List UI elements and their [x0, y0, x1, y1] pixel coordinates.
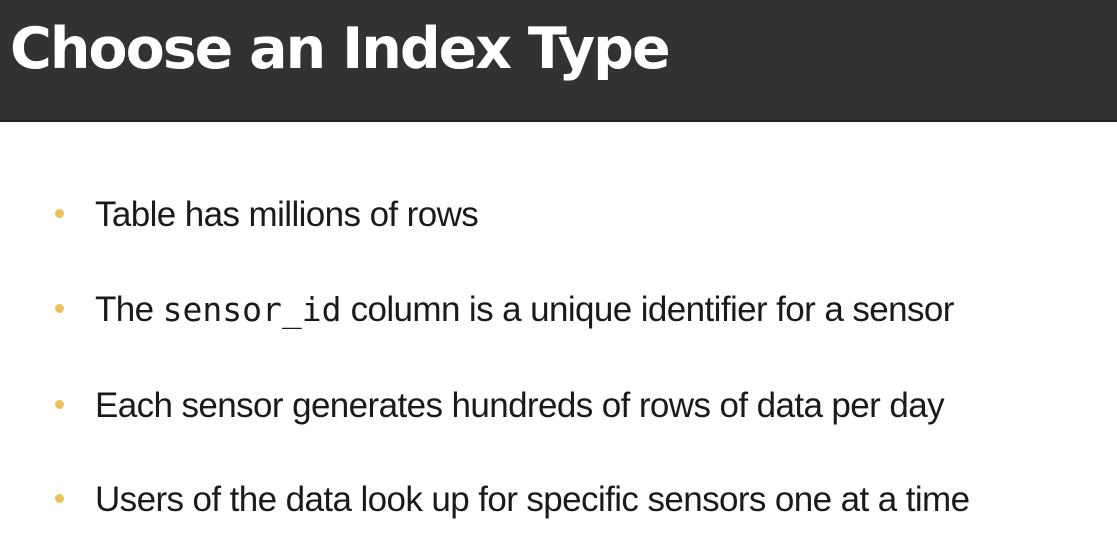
bullet-text: The sensor_id column is a unique identif…	[95, 287, 954, 333]
bullet-text: Users of the data look up for specific s…	[95, 480, 970, 519]
bullet-text-before-code: The	[95, 290, 163, 329]
bullet-text: Each sensor generates hundreds of rows o…	[95, 386, 945, 425]
bullet-marker-icon	[55, 304, 64, 313]
bullet-item: The sensor_id column is a unique identif…	[50, 287, 1117, 333]
inline-code: sensor_id	[162, 290, 342, 329]
title-bar: Choose an Index Type	[0, 0, 1117, 122]
bullet-item: Each sensor generates hundreds of rows o…	[50, 383, 1117, 429]
bullet-item: Table has millions of rows	[50, 192, 1117, 238]
slide-title: Choose an Index Type	[10, 16, 671, 82]
bullet-marker-icon	[55, 494, 64, 503]
bullet-marker-icon	[55, 400, 64, 409]
bullet-marker-icon	[55, 209, 64, 218]
bullet-text-after-code: column is a unique identifier for a sens…	[341, 290, 955, 329]
bullet-text: Table has millions of rows	[95, 195, 479, 234]
bullet-item: Users of the data look up for specific s…	[50, 477, 1117, 523]
